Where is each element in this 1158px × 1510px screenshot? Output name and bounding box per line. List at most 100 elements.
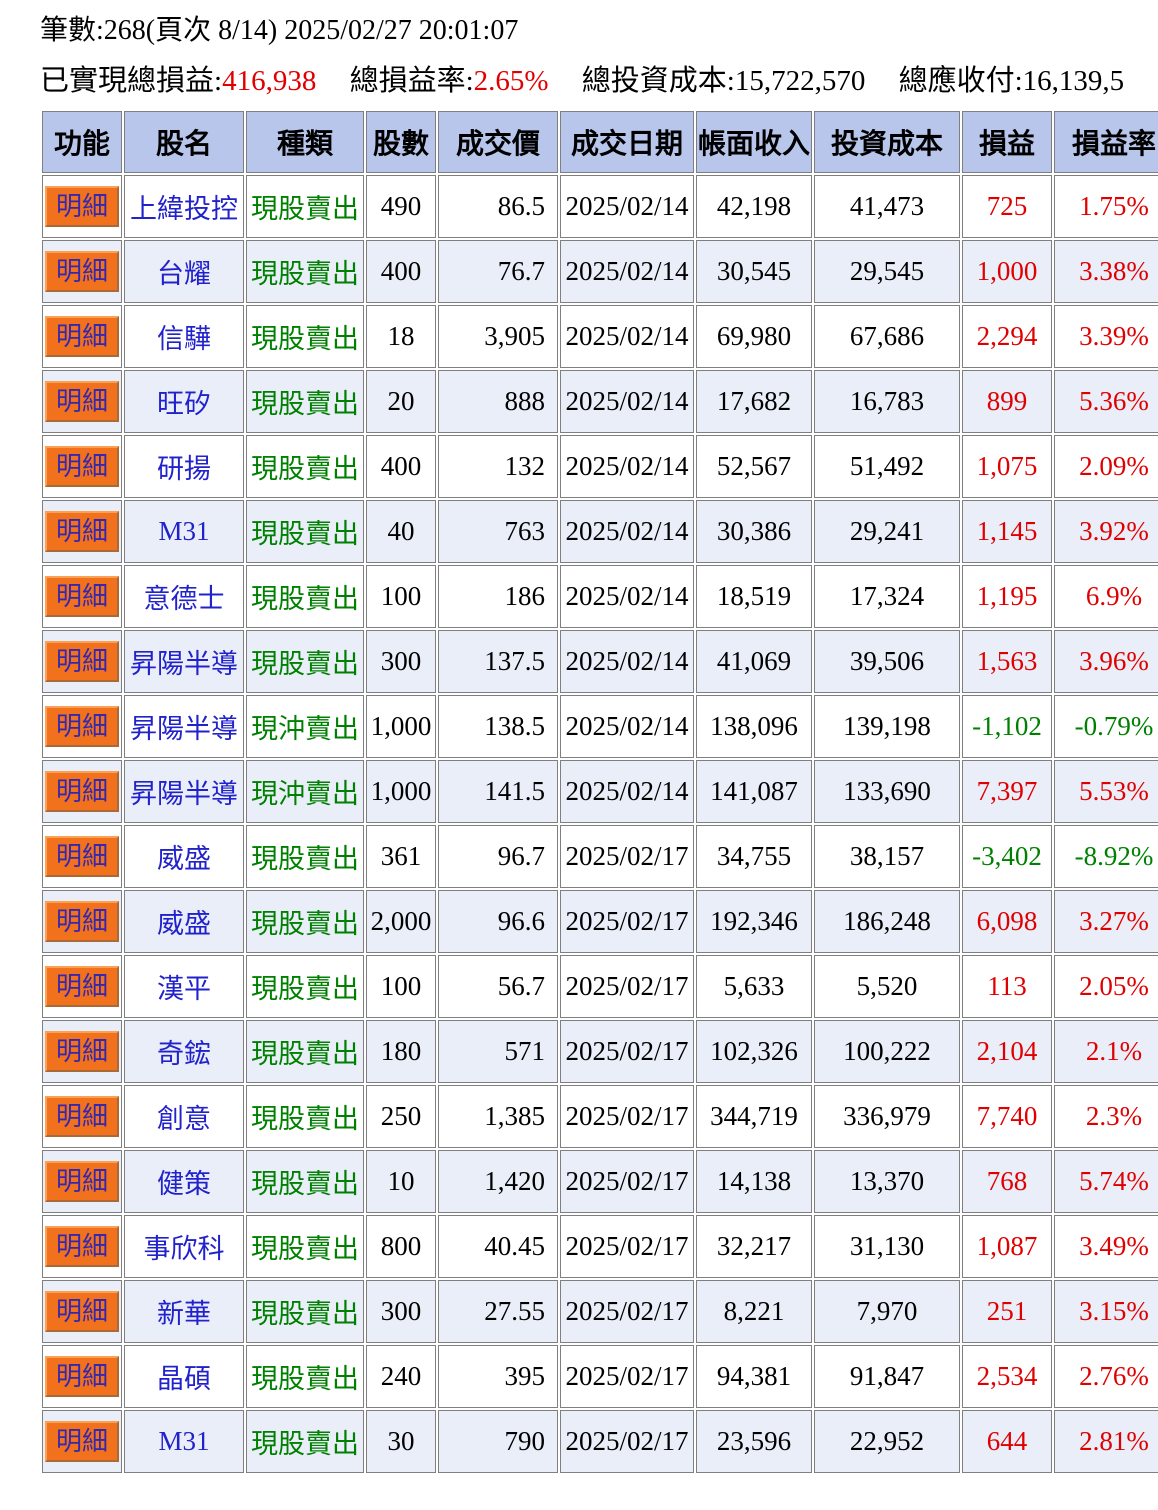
detail-button[interactable]: 明細 [44, 445, 119, 488]
revenue-cell: 192,346 [696, 890, 812, 953]
price-cell: 571 [438, 1020, 558, 1083]
table-row: 明細 研揚 現股賣出 400 132 2025/02/14 52,567 51,492 1,07… [42, 435, 1158, 498]
type-cell: 現股賣出 [246, 1345, 364, 1408]
cost-cell: 13,370 [814, 1150, 960, 1213]
date-cell: 2025/02/14 [560, 630, 694, 693]
stock-name-cell[interactable]: 上緯投控 [124, 175, 244, 238]
profit-rate-cell: 2.3% [1054, 1085, 1158, 1148]
quantity-cell: 20 [366, 370, 436, 433]
stock-name-cell[interactable]: 威盛 [124, 825, 244, 888]
quantity-cell: 300 [366, 1280, 436, 1343]
detail-button[interactable]: 明細 [44, 1030, 119, 1073]
stock-name-cell[interactable]: 事欣科 [124, 1215, 244, 1278]
stock-name-cell[interactable]: 昇陽半導 [124, 630, 244, 693]
detail-button[interactable]: 明細 [44, 1225, 119, 1268]
cost-cell: 7,970 [814, 1280, 960, 1343]
price-cell: 138.5 [438, 695, 558, 758]
detail-button[interactable]: 明細 [44, 185, 119, 228]
type-cell: 現股賣出 [246, 370, 364, 433]
detail-button[interactable]: 明細 [44, 315, 119, 358]
stock-name-cell[interactable]: 漢平 [124, 955, 244, 1018]
stock-name-cell[interactable]: 意德士 [124, 565, 244, 628]
stock-name-cell[interactable]: M31 [124, 500, 244, 563]
total-pl-rate-value: 2.65% [473, 65, 549, 97]
type-cell: 現股賣出 [246, 1215, 364, 1278]
detail-button[interactable]: 明細 [44, 575, 119, 618]
profit-cell: 1,145 [962, 500, 1052, 563]
detail-button[interactable]: 明細 [44, 1160, 119, 1203]
profit-cell: 2,104 [962, 1020, 1052, 1083]
detail-button[interactable]: 明細 [44, 705, 119, 748]
quantity-cell: 40 [366, 500, 436, 563]
realized-total-pl: 已實現總損益:416,938 [40, 65, 316, 97]
profit-cell: 1,195 [962, 565, 1052, 628]
col-cost: 投資成本 [814, 111, 960, 173]
type-cell: 現股賣出 [246, 825, 364, 888]
detail-button[interactable]: 明細 [44, 770, 119, 813]
revenue-cell: 141,087 [696, 760, 812, 823]
table-row: 明細 台耀 現股賣出 400 76.7 2025/02/14 30,545 29,545 1,0… [42, 240, 1158, 303]
function-cell: 明細 [42, 760, 122, 823]
profit-rate-cell: 2.76% [1054, 1345, 1158, 1408]
stock-name-cell[interactable]: M31 [124, 1410, 244, 1473]
detail-button[interactable]: 明細 [44, 965, 119, 1008]
col-quantity: 股數 [366, 111, 436, 173]
function-cell: 明細 [42, 890, 122, 953]
profit-cell: 1,087 [962, 1215, 1052, 1278]
date-cell: 2025/02/17 [560, 1215, 694, 1278]
detail-button[interactable]: 明細 [44, 1355, 119, 1398]
price-cell: 86.5 [438, 175, 558, 238]
table-row: 明細 昇陽半導 現沖賣出 1,000 138.5 2025/02/14 138,096 139… [42, 695, 1158, 758]
stock-name-cell[interactable]: 威盛 [124, 890, 244, 953]
total-investment-cost-label: 總投資成本: [581, 65, 735, 97]
stock-name-cell[interactable]: 旺矽 [124, 370, 244, 433]
function-cell: 明細 [42, 1410, 122, 1473]
quantity-cell: 400 [366, 435, 436, 498]
detail-button[interactable]: 明細 [44, 510, 119, 553]
profit-cell: 7,397 [962, 760, 1052, 823]
stock-name-cell[interactable]: 新華 [124, 1280, 244, 1343]
profit-rate-cell: 2.1% [1054, 1020, 1158, 1083]
table-row: 明細 威盛 現股賣出 2,000 96.6 2025/02/17 192,346 186,24… [42, 890, 1158, 953]
stock-name-cell[interactable]: 信驊 [124, 305, 244, 368]
quantity-cell: 800 [366, 1215, 436, 1278]
quantity-cell: 2,000 [366, 890, 436, 953]
price-cell: 56.7 [438, 955, 558, 1018]
stock-name-cell[interactable]: 研揚 [124, 435, 244, 498]
stock-name-cell[interactable]: 昇陽半導 [124, 695, 244, 758]
price-cell: 96.7 [438, 825, 558, 888]
stock-name-cell[interactable]: 奇鋐 [124, 1020, 244, 1083]
revenue-cell: 34,755 [696, 825, 812, 888]
revenue-cell: 138,096 [696, 695, 812, 758]
profit-rate-cell: -0.79% [1054, 695, 1158, 758]
function-cell: 明細 [42, 825, 122, 888]
cost-cell: 29,545 [814, 240, 960, 303]
table-row: 明細 M31 現股賣出 40 763 2025/02/14 30,386 29,241 1,14… [42, 500, 1158, 563]
detail-button[interactable]: 明細 [44, 250, 119, 293]
quantity-cell: 240 [366, 1345, 436, 1408]
stock-name-cell[interactable]: 晶碩 [124, 1345, 244, 1408]
profit-rate-cell: 3.39% [1054, 305, 1158, 368]
profit-rate-cell: 5.36% [1054, 370, 1158, 433]
detail-button[interactable]: 明細 [44, 1095, 119, 1138]
detail-button[interactable]: 明細 [44, 380, 119, 423]
date-cell: 2025/02/17 [560, 1150, 694, 1213]
detail-button[interactable]: 明細 [44, 640, 119, 683]
date-cell: 2025/02/17 [560, 825, 694, 888]
detail-button[interactable]: 明細 [44, 900, 119, 943]
detail-button[interactable]: 明細 [44, 1420, 119, 1463]
stock-name-cell[interactable]: 台耀 [124, 240, 244, 303]
cost-cell: 5,520 [814, 955, 960, 1018]
stock-name-cell[interactable]: 健策 [124, 1150, 244, 1213]
profit-cell: -3,402 [962, 825, 1052, 888]
col-function: 功能 [42, 111, 122, 173]
profit-rate-cell: 1.75% [1054, 175, 1158, 238]
detail-button[interactable]: 明細 [44, 835, 119, 878]
type-cell: 現股賣出 [246, 890, 364, 953]
stock-name-cell[interactable]: 昇陽半導 [124, 760, 244, 823]
revenue-cell: 344,719 [696, 1085, 812, 1148]
detail-button[interactable]: 明細 [44, 1290, 119, 1333]
function-cell: 明細 [42, 1215, 122, 1278]
profit-rate-cell: 3.15% [1054, 1280, 1158, 1343]
stock-name-cell[interactable]: 創意 [124, 1085, 244, 1148]
